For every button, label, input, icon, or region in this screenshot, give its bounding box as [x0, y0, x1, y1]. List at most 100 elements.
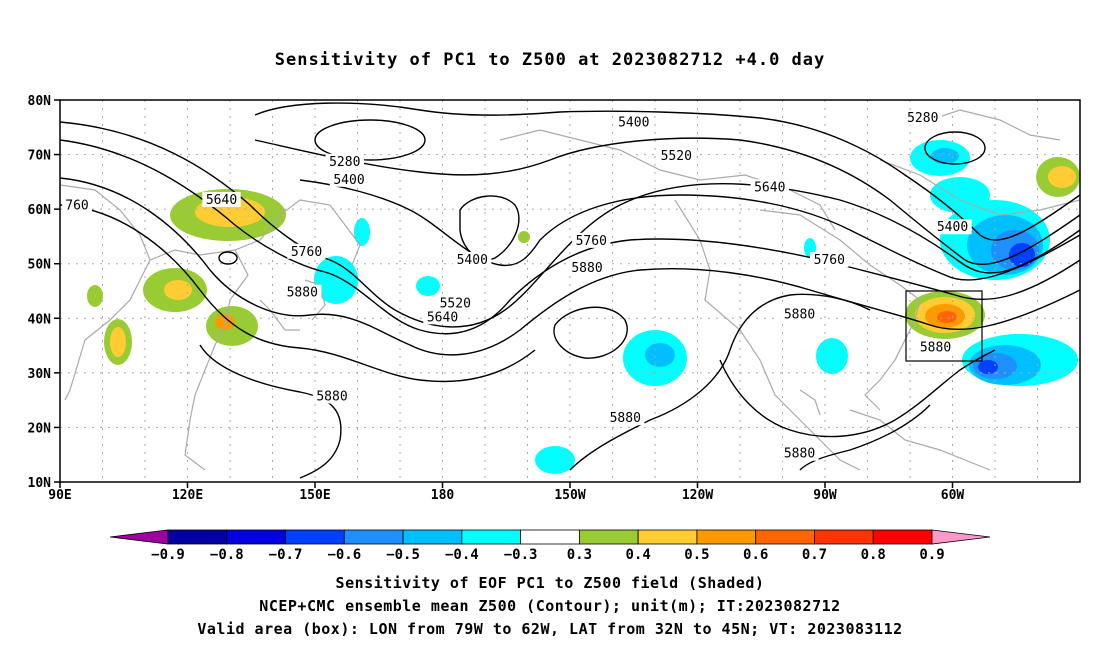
colorbar-box: [343, 529, 404, 545]
colorbar-box: [285, 529, 345, 545]
contour-labels: 5280540054005520564052805640760576058805…: [62, 110, 972, 462]
lon-label: 180: [431, 488, 455, 503]
colorbar-label: −0.9: [151, 547, 185, 563]
colorbar-label: 0.5: [684, 547, 709, 563]
contour-label-bg: [657, 147, 696, 163]
contour-label-bg: [606, 410, 645, 426]
lon-label: 90E: [48, 488, 71, 503]
contour-label-bg: [423, 309, 462, 325]
contour-label: 5760: [576, 234, 607, 249]
lon-label: 120E: [172, 488, 203, 503]
contour-label: 5880: [610, 411, 641, 426]
contour-label-bg: [436, 295, 475, 311]
colorbar-box: [520, 529, 580, 545]
colorbar-box: [226, 529, 286, 545]
colorbar-box: [578, 529, 639, 545]
longitude-labels: 90E 120E 150E 180 150W 120W 90W 60W: [48, 482, 964, 503]
lon-label: 150W: [554, 488, 585, 503]
colorbar-box: [461, 529, 522, 545]
contour-label-bg: [62, 197, 92, 213]
contour-label-bg: [780, 445, 819, 461]
contour-label: 5400: [618, 115, 649, 130]
colorbar: −0.9 −0.8 −0.7 −0.6 −0.5 −0.4 −0.3 0.3 0.4 0.5 0.6…: [109, 529, 991, 563]
contour-label-bg: [810, 251, 849, 267]
contour-label: 5880: [784, 308, 815, 323]
contour-label-bg: [750, 179, 789, 195]
contour-label-bg: [933, 219, 972, 235]
lat-label: 70N: [28, 149, 52, 164]
colorbar-box: [402, 529, 463, 545]
lat-label: 20N: [28, 421, 52, 436]
colorbar-label: 0.6: [743, 547, 768, 563]
colorbar-label: 0.3: [567, 547, 592, 563]
caption-valid-area: Valid area (box): LON from 79W to 62W, L…: [197, 620, 903, 638]
colorbar-label: −0.5: [386, 547, 420, 563]
contour-label: 5640: [427, 310, 458, 325]
colorbar-label: 0.4: [626, 547, 651, 563]
lat-label: 40N: [28, 312, 52, 327]
colorbar-end-low: [109, 529, 169, 545]
caption-contour: NCEP+CMC ensemble mean Z500 (Contour); u…: [259, 597, 841, 615]
contour-label: 5520: [661, 149, 692, 164]
contour-label: 5880: [784, 447, 815, 462]
colorbar-box: [814, 529, 874, 545]
contour-label: 760: [65, 198, 88, 213]
colorbar-label: −0.6: [327, 547, 361, 563]
contour-label: 5520: [440, 297, 471, 312]
lon-label: 120W: [682, 488, 713, 503]
colorbar-end-high: [931, 529, 991, 545]
colorbar-label: −0.8: [210, 547, 244, 563]
colorbar-box: [637, 529, 698, 545]
contour-label-bg: [916, 339, 955, 355]
contour-label: 5400: [937, 220, 968, 235]
coastlines: [59, 109, 1081, 471]
colorbar-box: [872, 529, 933, 545]
contour-label-bg: [287, 243, 326, 259]
contour-label: 5280: [907, 111, 938, 126]
contour-label-bg: [312, 388, 352, 404]
colorbar-label: −0.4: [445, 547, 479, 563]
contour-label-bg: [329, 171, 369, 187]
contour-label-bg: [572, 232, 611, 248]
contour-label: 5400: [457, 253, 488, 268]
contour-label: 5880: [920, 340, 951, 355]
colorbar-label: 0.9: [919, 547, 944, 563]
contour-label: 5640: [206, 193, 237, 208]
contour-label-bg: [453, 251, 492, 267]
contour-label: 5880: [571, 261, 602, 276]
contour-label: 5400: [333, 173, 364, 188]
colorbar-label: −0.3: [504, 547, 538, 563]
colorbar-label: 0.7: [802, 547, 827, 563]
contour-label: 5760: [291, 245, 322, 260]
contour-label-bg: [202, 191, 241, 207]
caption-shaded: Sensitivity of EOF PC1 to Z500 field (Sh…: [335, 574, 765, 592]
contour-label: 5880: [316, 389, 347, 404]
contour-label-bg: [325, 153, 364, 169]
z500-contours: [59, 102, 1081, 479]
colorbar-box: [167, 529, 228, 545]
lat-label: 80N: [28, 94, 52, 109]
contour-label-bg: [903, 110, 942, 126]
sensitivity-shading: [87, 140, 1080, 474]
map-title: Sensitivity of PC1 to Z500 at 2023082712…: [274, 50, 826, 70]
lon-label: 150E: [299, 488, 330, 503]
contour-label: 5640: [754, 180, 785, 195]
colorbar-label: −0.7: [269, 547, 303, 563]
lat-label: 60N: [28, 203, 52, 218]
lon-label: 60W: [941, 488, 965, 503]
colorbar-box: [696, 529, 757, 545]
contour-label: 5280: [329, 155, 360, 170]
contour-label-bg: [614, 114, 653, 130]
lon-label: 90W: [813, 488, 837, 503]
colorbar-box: [755, 529, 815, 545]
colorbar-label: 0.8: [861, 547, 886, 563]
contour-label-bg: [780, 306, 819, 322]
contour-label: 5760: [814, 253, 845, 268]
latitude-labels: 80N 70N 60N 50N 40N 30N 20N 10N: [28, 94, 60, 491]
contour-label-bg: [283, 284, 322, 300]
contour-label-bg: [567, 260, 607, 276]
lat-label: 50N: [28, 258, 52, 273]
lat-label: 30N: [28, 367, 52, 382]
valid-area-box: [905, 290, 983, 362]
